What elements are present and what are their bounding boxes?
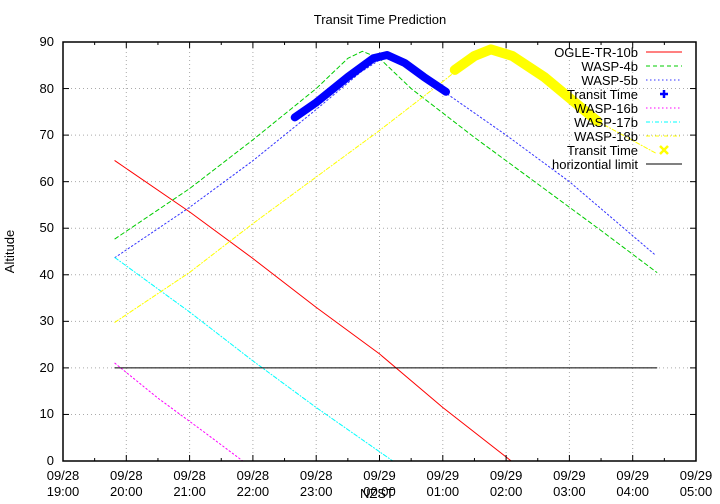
x-tick-label: 09/29 03:00 (553, 468, 586, 499)
x-axis-label: NZST (360, 486, 394, 501)
legend-label: WASP-5b (581, 72, 638, 88)
legend-item: WASP-17b (552, 114, 684, 130)
legend-label: WASP-4b (581, 58, 638, 74)
y-tick-label: 40 (39, 266, 54, 282)
series-transit-time (449, 44, 603, 127)
legend-swatch (644, 73, 684, 87)
series-wasp-16b (114, 362, 244, 462)
legend-label: WASP-18b (574, 128, 638, 144)
x-tick-label: 09/28 19:00 (46, 468, 80, 499)
series-transit-time (290, 51, 450, 122)
legend-item: WASP-16b (552, 100, 684, 116)
series-ogle-tr-10b (114, 160, 512, 462)
x-tick-label: 09/29 04:00 (616, 468, 649, 499)
x-tick-label: 09/28 21:00 (173, 468, 206, 499)
legend-label: Transit Time (566, 86, 638, 102)
legend-swatch (644, 45, 684, 59)
legend-item: horizontial limit (552, 156, 684, 172)
legend-item: WASP-4b (552, 58, 684, 74)
plot-series (114, 44, 658, 462)
y-tick-label: 10 (39, 406, 54, 422)
y-tick-label: 0 (46, 453, 54, 468)
legend-label: WASP-16b (574, 100, 638, 116)
x-tick-label: 09/28 20:00 (110, 468, 143, 499)
legend-item: WASP-18b (552, 128, 684, 144)
x-tick-label: 09/28 23:00 (299, 468, 333, 499)
x-tick-label: 09/28 22:00 (236, 468, 270, 499)
axis-ticks (62, 41, 697, 462)
legend-swatch (644, 115, 684, 129)
legend-label: WASP-17b (574, 114, 638, 130)
legend-swatch (644, 59, 684, 73)
y-tick-label: 30 (39, 313, 54, 329)
legend-label: OGLE-TR-10b (554, 44, 638, 60)
legend-item: OGLE-TR-10b (552, 44, 684, 60)
y-tick-label: 20 (39, 359, 54, 375)
legend-item: Transit Time (552, 86, 684, 102)
legend-label: horizontial limit (552, 156, 638, 172)
y-tick-label: 60 (39, 173, 54, 189)
legend-swatch (644, 101, 684, 115)
legend-item: WASP-5b (552, 72, 684, 88)
legend-swatch (644, 129, 684, 143)
legend-swatch (644, 87, 684, 101)
x-tick-label: 09/29 05:00 (679, 468, 713, 499)
x-tick-label: 09/29 00:00 (363, 468, 396, 499)
legend: OGLE-TR-10b WASP-4b WASP-5b Transit Time… (552, 44, 684, 172)
y-tick-label: 90 (39, 34, 54, 49)
legend-swatch (644, 157, 684, 171)
series-wasp-17b (114, 257, 394, 462)
chart-title: Transit Time Prediction (313, 12, 447, 27)
legend-item: Transit Time (552, 142, 684, 158)
y-tick-label: 70 (39, 127, 54, 143)
legend-label: Transit Time (566, 142, 638, 158)
series-wasp-4b (114, 50, 658, 273)
x-tick-label: 09/29 01:00 (426, 468, 460, 499)
x-tick-label: 09/29 02:00 (489, 468, 523, 499)
y-tick-label: 50 (39, 220, 54, 236)
legend-swatch (644, 143, 684, 157)
y-tick-label: 80 (39, 80, 54, 96)
